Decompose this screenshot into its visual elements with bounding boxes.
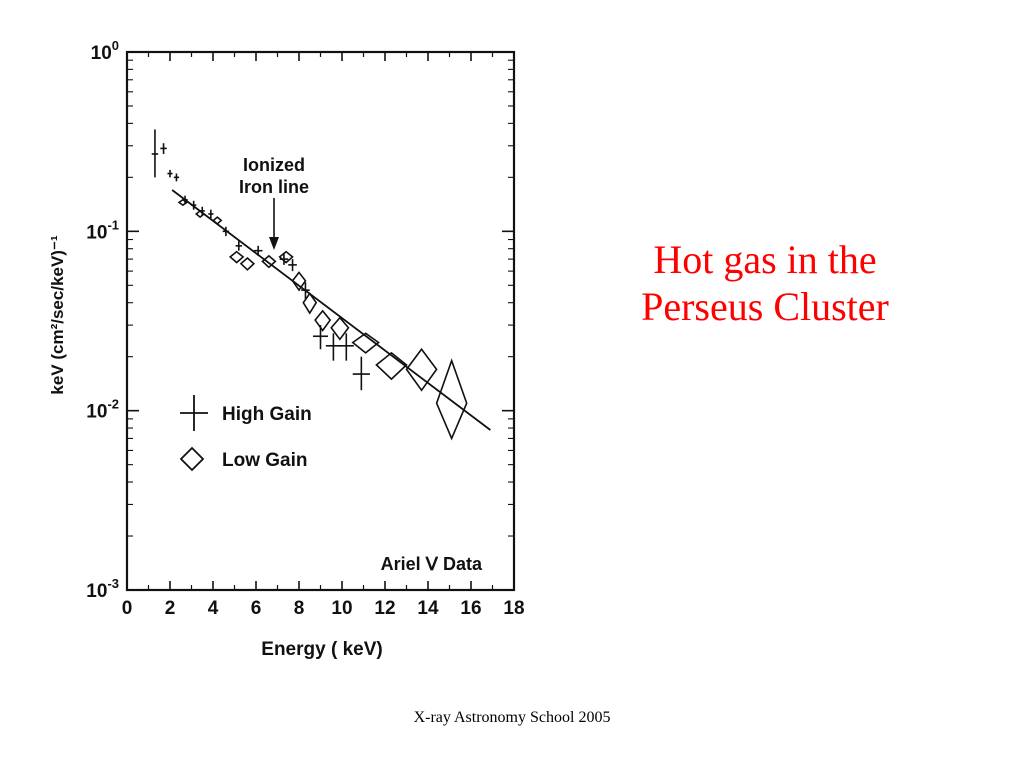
legend-cross-marker [180,395,208,431]
data-point-low-gain [239,256,256,271]
annotation-arrow [269,198,279,250]
x-tick-label: 4 [208,598,219,619]
data-point-low-gain [302,292,318,315]
legend-diamond-marker [179,446,205,472]
y-tick-label: 10-2 [86,397,119,423]
fit-line [171,189,491,431]
data-point-low-gain [212,216,223,225]
data-point-low-gain [330,316,350,341]
data-point-low-gain [314,309,332,332]
data-point-high-gain [151,129,159,178]
y-axis: 100 10-1 10-2 10-3 [86,38,514,602]
data-point-low-gain [194,209,206,219]
y-axis-label: keV (cm²/sec/keV)⁻¹ [48,235,67,395]
annotation-label-line1: Ionized [243,155,305,175]
data-point-low-gain [405,347,438,392]
x-tick-label: 12 [374,598,395,619]
data-point-low-gain [177,198,189,207]
data-source-label: Ariel Ⅴ Data [381,554,483,574]
x-axis: 0 2 4 6 8 10 12 14 16 18 [122,52,525,619]
data-point-high-gain [301,282,310,299]
x-tick-label: 2 [165,598,176,619]
data-point-high-gain [208,209,214,219]
legend-label-high-gain: High Gain [222,404,312,425]
plot-border [125,50,516,592]
data-point-high-gain [312,325,329,350]
x-tick-label: 16 [460,598,481,619]
fit-line-group [171,189,491,431]
x-tick-label: 8 [294,598,305,619]
data-point-high-gain [352,356,370,391]
data-point-low-gain [228,250,245,264]
annotation-label-line2: Iron line [239,177,309,197]
data-point-high-gain [222,226,230,237]
data-point-high-gain [253,245,263,256]
data-series [151,129,468,441]
data-point-high-gain [191,200,197,210]
x-tick-label: 14 [417,598,439,619]
data-point-low-gain [278,250,294,264]
x-tick-label: 10 [331,598,352,619]
y-tick-label: 100 [91,38,119,64]
x-tick-label: 6 [251,598,262,619]
data-point-low-gain [261,254,277,269]
y-tick-label: 10-3 [86,576,119,602]
data-point-high-gain [338,333,354,361]
data-point-high-gain [235,241,243,251]
slide-title-line1: Hot gas in the [653,237,877,282]
data-point-high-gain [173,173,180,182]
data-point-low-gain [435,358,468,441]
slide-title-line2: Perseus Cluster [641,284,889,329]
data-point-low-gain [351,332,380,354]
legend: High Gain Low Gain [179,395,312,472]
y-tick-label: 10-1 [86,217,119,243]
data-point-high-gain [325,333,341,361]
legend-label-low-gain: Low Gain [222,450,308,471]
data-point-high-gain [160,143,167,154]
x-tick-label: 0 [122,598,133,619]
data-point-high-gain [167,169,173,178]
data-point-high-gain [288,259,297,272]
plot-frame [125,50,516,592]
data-point-low-gain [375,351,408,381]
slide-title: Hot gas in the Perseus Cluster [600,236,930,330]
x-tick-label: 18 [503,598,524,619]
data-point-low-gain [291,271,307,292]
slide-footer: X-ray Astronomy School 2005 [413,709,611,726]
x-axis-label: Energy ( keV) [261,639,382,660]
